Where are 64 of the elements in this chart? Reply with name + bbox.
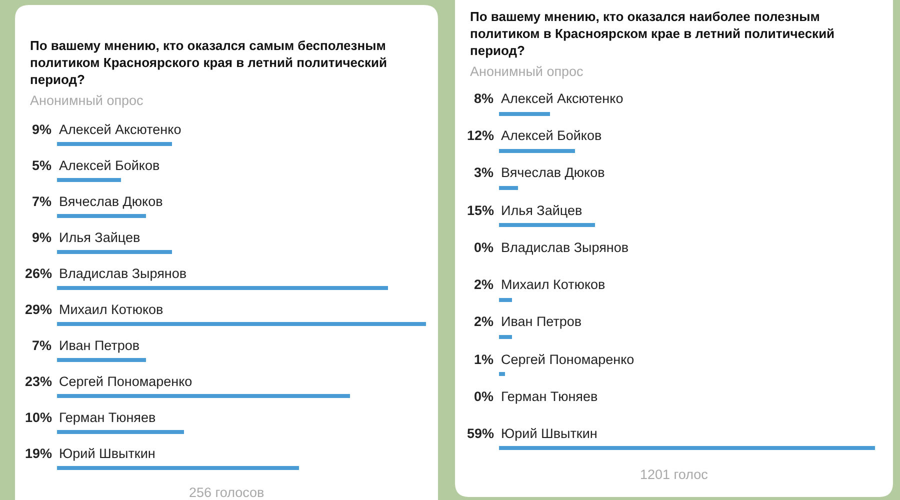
data-label: 12% <box>467 128 494 143</box>
data-label: 0% <box>474 240 494 255</box>
y-tick-label: Алексей Бойков <box>59 158 160 173</box>
y-tick-label: Илья Зайцев <box>59 230 140 245</box>
data-label: 5% <box>32 158 52 173</box>
y-tick-label: Герман Тюняев <box>59 410 156 425</box>
data-label: 0% <box>474 389 494 404</box>
y-tick-label: Вячеслав Дюков <box>59 194 163 209</box>
bar <box>57 322 426 326</box>
bar <box>499 223 595 227</box>
data-label: 1% <box>474 352 494 367</box>
chart-subtitle: Анонимный опрос <box>30 93 144 108</box>
data-label: 26% <box>25 266 52 281</box>
y-tick-label: Юрий Швыткин <box>59 446 156 461</box>
y-tick-label: Владислав Зырянов <box>501 240 629 255</box>
data-label: 2% <box>474 314 494 329</box>
y-tick-label: Михаил Котюков <box>59 302 164 317</box>
data-label: 10% <box>25 410 52 425</box>
data-label: 19% <box>25 446 52 461</box>
y-tick-label: Иван Петров <box>59 338 140 353</box>
bar <box>499 149 575 153</box>
y-tick-label: Алексей Бойков <box>501 128 602 143</box>
y-tick-label: Юрий Швыткин <box>501 426 598 441</box>
data-label: 7% <box>32 338 52 353</box>
data-label: 23% <box>25 374 52 389</box>
text: 256 голосов <box>189 485 264 500</box>
bar <box>57 394 350 398</box>
bar <box>499 112 550 116</box>
bar <box>57 214 146 218</box>
y-tick-label: Иван Петров <box>501 314 582 329</box>
bar <box>57 178 121 182</box>
data-label: 59% <box>467 426 494 441</box>
text: 1201 голос <box>640 467 708 482</box>
data-label: 15% <box>467 203 494 218</box>
y-tick-label: Сергей Пономаренко <box>501 352 634 367</box>
bar <box>57 250 172 254</box>
data-label: 8% <box>474 91 494 106</box>
bar <box>57 466 299 470</box>
bar <box>499 446 875 450</box>
data-label: 9% <box>32 230 52 245</box>
data-label: 2% <box>474 277 494 292</box>
chart-subtitle: Анонимный опрос <box>470 64 584 79</box>
data-label: 9% <box>32 122 52 137</box>
y-tick-label: Михаил Котюков <box>501 277 606 292</box>
bar <box>57 142 172 146</box>
y-tick-label: Герман Тюняев <box>501 389 598 404</box>
y-tick-label: Алексей Аксютенко <box>501 91 624 106</box>
y-tick-label: Алексей Аксютенко <box>59 122 182 137</box>
data-label: 7% <box>32 194 52 209</box>
chart-title: По вашему мнению, кто оказался наиболее полезным политиком в Красноярском крае в летний политический период? <box>470 9 835 58</box>
chart-title: По вашему мнению, кто оказался самым бесполезным политиком Красноярского края в летний политический период? <box>30 38 388 87</box>
y-tick-label: Илья Зайцев <box>501 203 582 218</box>
y-tick-label: Владислав Зырянов <box>59 266 187 281</box>
bar <box>57 358 146 362</box>
bar <box>57 286 388 290</box>
bar <box>499 298 512 302</box>
y-tick-label: Вячеслав Дюков <box>501 165 605 180</box>
bar <box>499 186 518 190</box>
y-tick-label: Сергей Пономаренко <box>59 374 192 389</box>
bar <box>499 335 512 339</box>
bar <box>57 430 184 434</box>
bar <box>499 372 505 376</box>
data-label: 29% <box>25 302 52 317</box>
data-label: 3% <box>474 165 494 180</box>
